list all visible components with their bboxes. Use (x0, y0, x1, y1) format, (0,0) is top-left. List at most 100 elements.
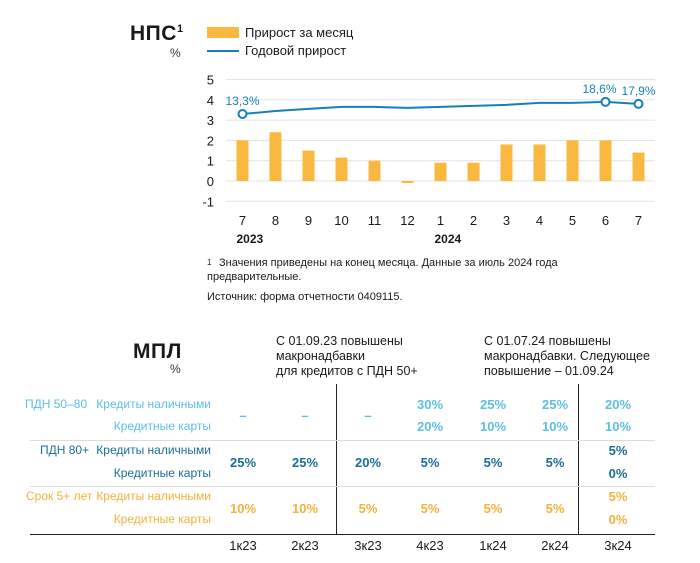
legend-bars-label: Прирост за месяц (245, 25, 354, 40)
bar (236, 140, 249, 181)
legend-bar-swatch (207, 27, 239, 38)
cell: 5% (483, 455, 503, 470)
legend-line-label: Годовой прирост (245, 43, 347, 58)
x-tick-label: 8 (272, 213, 279, 228)
line-point-label: 17,9% (621, 84, 655, 98)
line-point-label: 13,3% (225, 94, 259, 108)
x-tick-label: 7 (239, 213, 246, 228)
mpl-header-2-line: повышение – 01.09.24 (484, 364, 614, 378)
cell: 25% (479, 397, 507, 412)
x-tick-label: 2 (470, 213, 477, 228)
cell: 25% (541, 397, 569, 412)
column-label: 1к24 (479, 538, 507, 553)
divider-q3-2024 (578, 384, 579, 534)
nps-note-mark: 1 (207, 258, 212, 267)
mpl-header-1: С 01.09.23 повышены макронадбавки для кр… (276, 334, 418, 379)
bar (632, 152, 645, 181)
bar (533, 144, 546, 181)
x-tick-label: 1 (437, 213, 444, 228)
x-tick-label: 11 (368, 213, 382, 228)
cell: 10% (604, 419, 632, 434)
table-bottom-rule (30, 534, 655, 535)
cell: 5% (545, 455, 565, 470)
cell: 10% (229, 501, 257, 516)
cell: 5% (483, 501, 503, 516)
bar (599, 140, 612, 181)
cell: 10% (291, 501, 319, 516)
row-label-cards: Кредитные карты (113, 466, 211, 480)
mpl-header-2-line: макронадбавки. Следующее (484, 349, 650, 363)
bar (566, 140, 579, 181)
mpl-header-1-line: С 01.09.23 повышены (276, 334, 403, 348)
group-label-pdn-80: ПДН 80+ (40, 443, 90, 457)
legend-bars: Прирост за месяц (207, 25, 353, 40)
row-separator (30, 486, 655, 487)
row-label-cards: Кредитные карты (113, 419, 211, 433)
x-tick-label: 7 (635, 213, 642, 228)
mpl-title: МПЛ (133, 340, 182, 363)
y-tick-label: -1 (202, 194, 214, 209)
bar (401, 181, 414, 184)
row-label-cards: Кредитные карты (113, 512, 211, 526)
nps-footnote-mark: 1 (176, 23, 184, 35)
year-label: 2023 (237, 232, 264, 246)
nps-title: НПС1 (130, 22, 184, 46)
bar (269, 132, 282, 181)
column-label: 2к23 (291, 538, 319, 553)
line-point-label: 18,6% (582, 82, 616, 96)
row-label-cash: Кредиты наличными (96, 443, 211, 457)
cell: 0% (608, 466, 628, 481)
cell: 30% (416, 397, 444, 412)
mpl-header-1-line: для кредитов с ПДН 50+ (276, 364, 418, 378)
divider-q3-2023 (336, 384, 337, 534)
mpl-header-2: С 01.07.24 повышены макронадбавки. Следу… (484, 334, 650, 379)
bar (434, 162, 447, 181)
cell: 10% (479, 419, 507, 434)
cell: – (364, 408, 372, 423)
y-tick-label: 3 (207, 113, 214, 128)
mpl-header-1-line: макронадбавки (276, 349, 365, 363)
line-point-marker (633, 98, 644, 109)
year-label: 2024 (435, 232, 462, 246)
y-tick-label: 5 (207, 73, 214, 88)
y-tick-label: 2 (207, 133, 214, 148)
cell: 10% (541, 419, 569, 434)
column-label: 2к24 (541, 538, 569, 553)
bar (467, 162, 480, 181)
bar (500, 144, 513, 181)
column-label: 1к23 (229, 538, 257, 553)
cell: 0% (608, 512, 628, 527)
cell: 25% (229, 455, 257, 470)
bar (368, 160, 381, 181)
nps-note: 1 Значения приведены на конец месяца. Дан… (207, 256, 607, 284)
nps-note-text: Значения приведены на конец месяца. Данн… (207, 257, 558, 283)
column-label: 3к23 (354, 538, 382, 553)
x-tick-label: 6 (602, 213, 609, 228)
group-label-pdn-50-80: ПДН 50–80 (25, 397, 88, 411)
cell: 20% (354, 455, 382, 470)
x-tick-label: 9 (305, 213, 312, 228)
column-label: 4к23 (416, 538, 444, 553)
nps-title-text: НПС (130, 22, 177, 45)
group-label-term-5: Срок 5+ лет (26, 489, 93, 503)
x-tick-label: 5 (569, 213, 576, 228)
legend-line-swatch (207, 49, 239, 52)
cell: 5% (608, 489, 628, 504)
bar (302, 150, 315, 181)
y-tick-label: 1 (207, 154, 214, 169)
y-tick-label: 0 (207, 174, 214, 189)
cell: 5% (420, 501, 440, 516)
x-tick-label: 3 (503, 213, 510, 228)
row-label-cash: Кредиты наличными (96, 489, 211, 503)
x-tick-label: 12 (400, 213, 414, 228)
row-separator (30, 440, 655, 441)
cell: – (301, 408, 309, 423)
cell: 5% (608, 443, 628, 458)
mpl-header-2-line: С 01.07.24 повышены (484, 334, 611, 348)
cell: 20% (416, 419, 444, 434)
nps-source: Источник: форма отчетности 0409115. (207, 291, 403, 303)
cell: 5% (358, 501, 378, 516)
nps-unit: % (170, 46, 181, 60)
annual-growth-line (242, 100, 639, 116)
